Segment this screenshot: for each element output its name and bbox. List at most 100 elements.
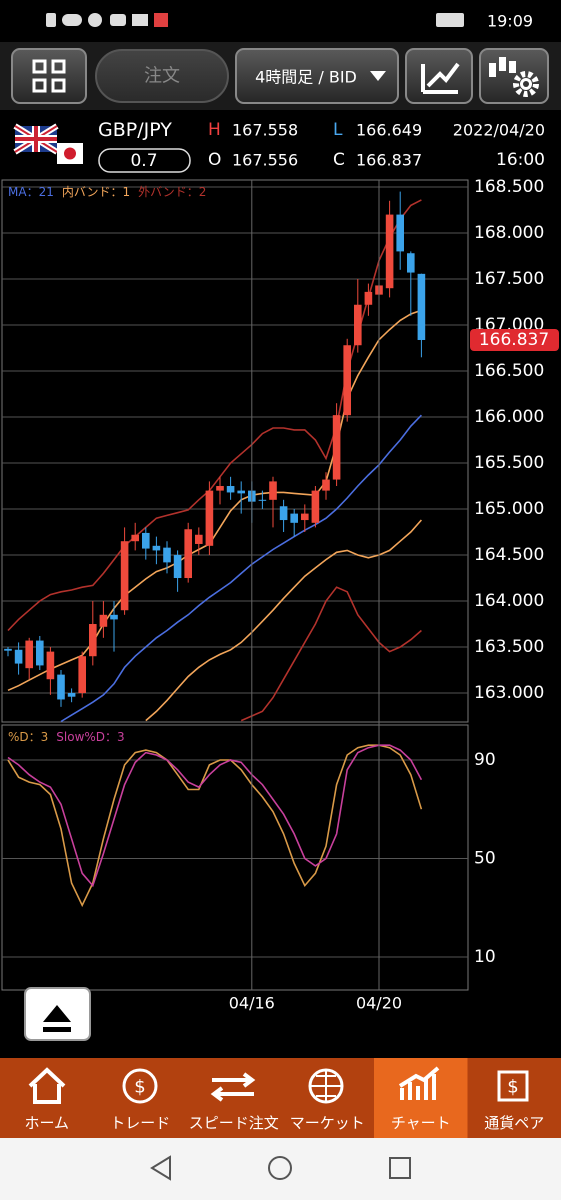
candle-body xyxy=(269,481,277,500)
candle-body xyxy=(396,214,404,252)
spread: 0.7 xyxy=(130,151,157,171)
close-value: 166.837 xyxy=(356,151,422,170)
candle-body xyxy=(14,649,23,664)
y-tick-label: 163.000 xyxy=(474,683,544,703)
legend-entry: %D：3 xyxy=(8,730,48,744)
nav-label[interactable]: スピード注文 xyxy=(189,1114,279,1132)
low-value: 166.649 xyxy=(356,121,422,140)
candle-body xyxy=(152,545,161,551)
status-icons xyxy=(46,13,464,27)
timeframe-button[interactable]: 4時間足 / BID xyxy=(235,48,399,104)
candle-body xyxy=(279,506,288,521)
last-price-tag xyxy=(470,328,559,351)
legend-entry: 内バンド：1 xyxy=(62,185,130,199)
timeframe-label: 4時間足 / BID xyxy=(255,68,357,87)
legend-entry: 外バンド：2 xyxy=(138,185,206,199)
low-label: L xyxy=(333,120,343,140)
candle-body xyxy=(226,486,235,493)
y-tick-label: 50 xyxy=(474,848,496,868)
menu-button[interactable] xyxy=(11,48,87,104)
y-tick-label: 164.000 xyxy=(474,591,544,611)
main-panel xyxy=(1,179,469,723)
time: 16:00 xyxy=(496,150,545,170)
x-tick-label: 04/20 xyxy=(356,994,402,1013)
candle-body xyxy=(25,640,33,669)
y-tick-label: 163.500 xyxy=(474,637,544,657)
candle-body xyxy=(120,541,129,611)
candle-body xyxy=(354,304,362,346)
nav-icons: $ $ xyxy=(28,1066,529,1104)
candle-body xyxy=(195,534,203,544)
nav-active xyxy=(374,1058,468,1138)
nav-label[interactable]: チャート xyxy=(391,1114,451,1132)
y-tick-label: 165.500 xyxy=(474,453,544,473)
candle-body xyxy=(407,253,415,273)
candle-body xyxy=(110,614,118,620)
date: 2022/04/20 xyxy=(453,121,545,140)
candle-body xyxy=(57,674,65,700)
nav-label[interactable]: トレード xyxy=(110,1114,170,1132)
candle-body xyxy=(290,513,298,523)
candle-body xyxy=(67,693,76,697)
status-bar xyxy=(0,0,561,42)
system-buttons xyxy=(150,1155,411,1181)
close-label: C xyxy=(333,150,345,170)
indicator-line xyxy=(60,414,422,723)
high-label: H xyxy=(208,120,221,140)
candle-body xyxy=(89,624,97,657)
chart-layer: 163.000 163.500 164.000 164.500 165.000 165.5… xyxy=(2,177,559,1013)
indicator-line xyxy=(145,519,422,722)
open-label: O xyxy=(208,150,221,170)
high-value: 167.558 xyxy=(232,121,298,140)
legend-entry: MA：21 xyxy=(8,185,54,199)
candle-body xyxy=(332,415,341,480)
candle-body xyxy=(364,291,373,305)
candle-body xyxy=(258,499,267,501)
svg-text:$: $ xyxy=(134,1077,145,1098)
candle-body xyxy=(385,214,394,289)
nav-label[interactable]: ホーム xyxy=(24,1114,69,1132)
open-value: 167.556 xyxy=(232,151,298,170)
candle-body xyxy=(36,640,44,666)
candle-body xyxy=(311,490,320,523)
candle-body xyxy=(173,555,182,579)
uk-flag xyxy=(13,123,59,155)
nav-label[interactable]: 通貨ペア xyxy=(484,1114,544,1132)
candle-body xyxy=(4,648,12,651)
candle-body xyxy=(46,651,55,680)
nav-label[interactable]: マーケット xyxy=(290,1114,365,1132)
y-tick-label: 168.000 xyxy=(474,223,544,243)
oscillator-panel xyxy=(1,724,469,991)
collapse-button[interactable] xyxy=(24,987,91,1041)
x-tick-label: 04/16 xyxy=(229,994,275,1013)
candle-body xyxy=(205,490,214,546)
indicator-line xyxy=(7,199,422,632)
indicator-button[interactable] xyxy=(479,48,549,104)
spread-box xyxy=(98,148,191,173)
japan-flag xyxy=(57,143,83,164)
order-button[interactable]: 注文 xyxy=(95,49,229,103)
y-tick-label: 166.000 xyxy=(474,407,544,427)
indicator-line xyxy=(240,586,422,722)
candle-body xyxy=(237,490,245,494)
y-tick-label: 165.000 xyxy=(474,499,544,519)
candle-body xyxy=(163,547,171,563)
last-price-label: 166.837 xyxy=(479,330,549,350)
svg-text:$: $ xyxy=(507,1077,518,1098)
candle-body xyxy=(216,486,224,491)
y-tick-label: 166.500 xyxy=(474,361,544,381)
y-tick-label: 10 xyxy=(474,947,496,967)
y-tick-label: 90 xyxy=(474,750,496,770)
candle-body xyxy=(131,534,139,542)
y-tick-label: 168.500 xyxy=(474,177,544,197)
candle-body xyxy=(184,529,192,579)
order-label: 注文 xyxy=(144,66,180,87)
legend-entry: Slow%D：3 xyxy=(56,730,124,744)
candle-body xyxy=(99,614,108,627)
chart-type-button[interactable] xyxy=(405,48,473,104)
pair: GBP/JPY xyxy=(98,119,172,141)
candle-body xyxy=(142,532,150,549)
candle-body xyxy=(301,513,309,521)
